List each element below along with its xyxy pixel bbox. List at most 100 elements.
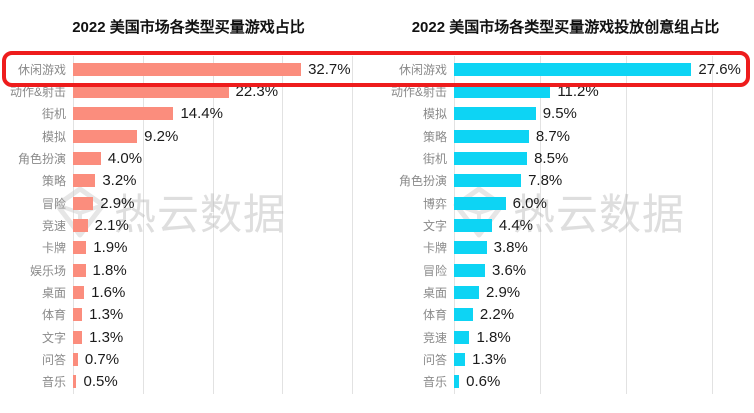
bar-row: 动作&射击 11.2% [391,80,754,102]
bar [454,129,529,143]
category-label: 休闲游戏 [17,62,66,77]
bar-rows: 休闲游戏 32.7% 动作&射击 22.3% 街机 14.4% 模拟 9.2% 角色扮演 4.0%… [10,58,377,393]
bar-row: 文字 1.3% [42,326,377,348]
value-label: 2.9% [100,194,135,212]
bar-row: 冒险 2.9% [42,192,377,214]
bar-row: 卡牌 1.9% [42,237,377,259]
bar-row: 体育 1.3% [42,304,377,326]
bar-row: 街机 8.5% [423,147,754,169]
category-label: 娱乐场 [29,263,66,278]
category-label: 体育 [41,308,66,323]
bar [73,62,302,76]
category-label: 音乐 [41,375,66,390]
bar [73,352,78,366]
value-label: 3.8% [493,239,528,257]
bar [454,174,522,188]
category-label: 桌面 [422,285,447,300]
bar-row: 竞速 1.8% [423,326,754,348]
value-label: 9.2% [144,127,179,145]
value-label: 0.7% [84,350,120,368]
bar [454,330,470,344]
value-label: 4.0% [107,149,143,167]
bar [73,129,138,143]
category-label: 文字 [422,218,447,233]
value-label: 0.5% [83,373,118,391]
bar [73,151,101,165]
category-label: 动作&射击 [9,84,66,99]
bar [454,375,460,389]
category-label: 竞速 [422,330,447,345]
category-label: 音乐 [422,375,447,390]
bar-row: 博弈 6.0% [423,192,754,214]
value-label: 8.7% [535,127,571,145]
bar [454,308,473,322]
chart-title-left: 2022 美国市场各类型买量游戏占比 [72,19,305,36]
bar-row: 娱乐场 1.8% [30,259,377,281]
category-label: 策略 [41,174,66,189]
bar-row: 音乐 0.5% [42,371,377,393]
bar [454,196,506,210]
value-label: 2.9% [485,283,521,301]
bar [73,218,88,232]
bar [73,330,83,344]
category-label: 模拟 [41,129,66,144]
category-label: 冒险 [41,196,66,211]
category-label: 街机 [41,107,66,122]
bar [454,84,551,98]
bar-row: 音乐 0.6% [423,371,754,393]
category-label: 卡牌 [41,241,66,256]
bar-row: 桌面 2.9% [423,281,754,303]
bar-row: 桌面 1.6% [42,281,377,303]
value-label: 3.6% [491,261,527,279]
category-label: 问答 [422,352,447,367]
bar-row: 休闲游戏 32.7% [18,58,377,80]
bar-row: 竞速 2.1% [42,214,377,236]
value-label: 1.3% [89,328,124,346]
bar-row: 角色扮演 4.0% [18,147,377,169]
bar [73,174,96,188]
category-label: 休闲游戏 [398,62,447,77]
bar [73,107,174,121]
plot-area-right: 休闲游戏 27.6% 动作&射击 11.2% 模拟 9.5% 策略 8.7% 街机 8.5% 角色扮… [391,56,754,394]
bar-row: 问答 0.7% [42,348,377,370]
value-label: 3.2% [102,172,137,190]
value-label: 7.8% [528,172,563,190]
bar [73,84,229,98]
bar [73,375,77,389]
value-label: 2.1% [94,216,129,234]
chart-creative-share: 2022 美国市场各类型买量游戏投放创意组占比 热云数据 休闲游戏 27.6% 动作… [377,0,754,413]
bar [73,308,83,322]
value-label: 4.4% [498,216,534,234]
bar [454,352,466,366]
bar-row: 冒险 3.6% [423,259,754,281]
value-label: 1.3% [472,350,507,368]
chart-game-share: 2022 美国市场各类型买量游戏占比 热云数据 休闲游戏 32.7% 动作&射击 22… [10,19,377,394]
bar-rows: 休闲游戏 27.6% 动作&射击 11.2% 模拟 9.5% 策略 8.7% 街机 8.5% 角色扮… [391,58,754,393]
bar [454,218,492,232]
bar-row: 动作&射击 22.3% [10,80,377,102]
value-label: 2.2% [479,306,515,324]
category-label: 冒险 [422,263,447,278]
bar-row: 策略 8.7% [423,125,754,147]
category-label: 角色扮演 [398,174,447,189]
gridline [142,56,144,394]
gridline [352,56,353,394]
category-label: 博弈 [422,196,447,211]
bar-row: 模拟 9.2% [42,125,377,147]
gridline [212,56,214,394]
value-label: 32.7% [308,60,351,78]
bar [454,241,487,255]
bar [73,285,85,299]
category-label: 问答 [41,352,66,367]
value-label: 1.6% [91,283,126,301]
category-label: 卡牌 [422,241,447,256]
bar [73,196,94,210]
value-label: 1.3% [89,306,124,324]
bar-row: 文字 4.4% [423,214,754,236]
bar-row: 策略 3.2% [42,170,377,192]
gridline [626,56,627,394]
bar [454,285,479,299]
value-label: 27.6% [698,60,741,78]
plot-area-left: 休闲游戏 32.7% 动作&射击 22.3% 街机 14.4% 模拟 9.2% 角色扮演 4.0%… [10,56,377,394]
